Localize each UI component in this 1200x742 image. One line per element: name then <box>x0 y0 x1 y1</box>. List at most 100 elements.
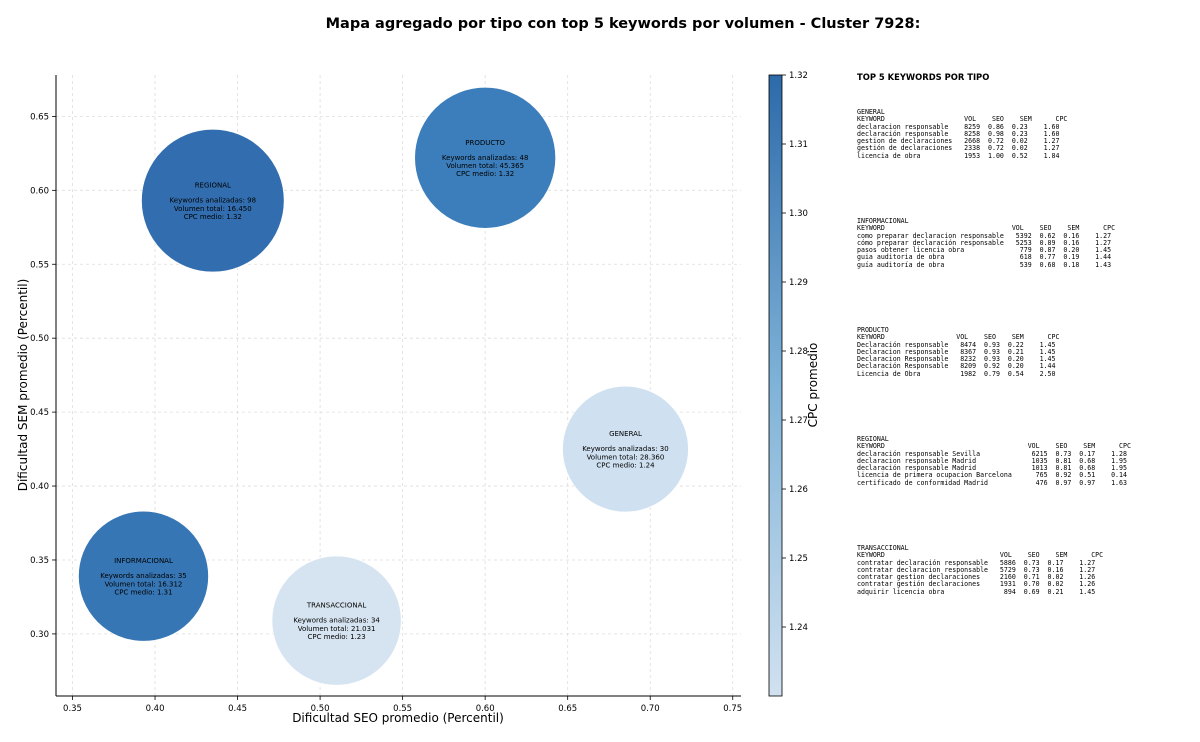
bubble-stat: Keywords analizadas: 98 <box>170 197 257 205</box>
top-keywords-panel: TOP 5 KEYWORDS POR TIPO GENERAL KEYWORD V… <box>857 72 1192 654</box>
bubble-stat: CPC medio: 1.32 <box>456 170 514 178</box>
y-tick-label: 0.40 <box>30 482 49 492</box>
bubble-producto <box>414 86 557 229</box>
bubble-label: TRANSACCIONAL <box>306 602 366 610</box>
keyword-block-informacional: INFORMACIONAL KEYWORD VOL SEO SEM CPC como… <box>857 217 1192 327</box>
keyword-block-regional: REGIONAL KEYWORD VOL SEO SEM CPC declaraci… <box>857 435 1192 545</box>
bubble-stat: Volumen total: 45.365 <box>446 162 524 170</box>
bubble-stat: Volumen total: 16.450 <box>174 205 252 213</box>
y-tick-label: 0.60 <box>30 186 49 196</box>
keyword-row: Declaracion Responsable 8232 0.93 0.20 1… <box>857 355 1056 364</box>
colorbar-tick-label: 1.27 <box>789 416 808 426</box>
x-tick-label: 0.40 <box>146 704 165 714</box>
keyword-row: Licencia de Obra 1982 0.79 0.54 2.50 <box>857 369 1056 378</box>
keyword-row: guía auditoría de obra 539 0.68 0.18 1.4… <box>857 260 1112 269</box>
keyword-block-transaccional: TRANSACCIONAL KEYWORD VOL SEO SEM CPC cont… <box>857 544 1192 654</box>
colorbar-tick-label: 1.25 <box>789 554 808 564</box>
y-ticks: 0.30 0.35 0.40 0.45 0.50 0.55 0.60 0.65 <box>30 112 56 640</box>
keyword-row: cómo preparar declaración responsable 52… <box>857 238 1112 247</box>
colorbar-tick-label: 1.28 <box>789 347 808 357</box>
keyword-row: contratar declaración responsable 5886 0… <box>857 558 1096 567</box>
bubble-label: PRODUCTO <box>465 139 505 147</box>
keyword-block-producto: PRODUCTO KEYWORD VOL SEO SEM CPC Declaraci… <box>857 326 1192 436</box>
keyword-row: contratar gestion declaraciones 2160 0.7… <box>857 573 1096 582</box>
bubble-informacional <box>77 510 209 642</box>
bubble-stat: CPC medio: 1.31 <box>114 589 172 597</box>
bubble-transaccional <box>271 555 402 686</box>
x-tick-label: 0.75 <box>723 704 742 714</box>
keyword-row: declaración responsable Madrid 1013 0.81… <box>857 464 1127 473</box>
bubble-stat: Volumen total: 28.360 <box>587 453 665 461</box>
x-tick-label: 0.35 <box>63 704 82 714</box>
keyword-table-header: KEYWORD VOL SEO SEM CPC <box>857 224 1116 233</box>
keyword-row: declaración responsable 8258 0.98 0.23 1… <box>857 129 1060 138</box>
keyword-row: Declaración responsable 8474 0.93 0.22 1… <box>857 340 1056 349</box>
y-tick-label: 0.30 <box>30 630 49 640</box>
bubble-stat: Volumen total: 16.312 <box>105 580 183 588</box>
keyword-row: contratar gestión declaraciones 1931 0.7… <box>857 580 1096 589</box>
y-tick-label: 0.65 <box>30 112 49 122</box>
bubble-stat: CPC medio: 1.32 <box>184 213 242 221</box>
keyword-row: declaracion responsable 8259 0.86 0.23 1… <box>857 122 1060 131</box>
keyword-table-header: KEYWORD VOL SEO SEM CPC <box>857 115 1068 124</box>
keyword-row: gestion de declaraciones 2668 0.72 0.02 … <box>857 137 1060 146</box>
keyword-row: Declaración Responsable 8209 0.92 0.20 1… <box>857 362 1056 371</box>
keyword-row: licencia de primera ocupacion Barcelona … <box>857 471 1127 480</box>
colorbar-ticks: 1.24 1.25 1.26 1.27 1.28 1.29 1.30 1.31 1.32 <box>782 71 808 633</box>
bubble-label: REGIONAL <box>195 182 231 190</box>
keyword-block-type: GENERAL <box>857 108 885 116</box>
bubble-label: INFORMACIONAL <box>114 557 173 565</box>
keyword-row: licencia de obra 1953 1.00 0.52 1.84 <box>857 151 1060 160</box>
keyword-row: gestión de declaraciones 2338 0.72 0.02 … <box>857 144 1060 153</box>
y-tick-label: 0.45 <box>30 408 49 418</box>
keyword-block-general: GENERAL KEYWORD VOL SEO SEM CPC declaracio… <box>857 108 1192 218</box>
keyword-row: guia auditoria de obra 618 0.77 0.19 1.4… <box>857 253 1112 262</box>
x-tick-label: 0.45 <box>228 704 247 714</box>
y-tick-label: 0.55 <box>30 260 49 270</box>
colorbar-tick-label: 1.32 <box>789 71 808 81</box>
bubble-layer <box>77 86 689 686</box>
colorbar-label: CPC promedio <box>806 343 820 428</box>
colorbar-tick-label: 1.29 <box>789 278 808 288</box>
keyword-row: Declaracion responsable 8367 0.93 0.21 1… <box>857 347 1056 356</box>
x-tick-label: 0.50 <box>311 704 330 714</box>
bubble-stat: CPC medio: 1.23 <box>308 633 366 641</box>
colorbar-tick-label: 1.31 <box>789 140 808 150</box>
y-axis-label: Dificultad SEM promedio (Percentil) <box>16 279 30 492</box>
keyword-table-header: KEYWORD VOL SEO SEM CPC <box>857 333 1060 342</box>
top-keywords-title: TOP 5 KEYWORDS POR TIPO <box>857 72 990 82</box>
keyword-row: como preparar declaracion responsable 53… <box>857 231 1112 240</box>
keyword-table-header: KEYWORD VOL SEO SEM CPC <box>857 442 1131 451</box>
colorbar-tick-label: 1.30 <box>789 209 808 219</box>
keyword-block-type: TRANSACCIONAL <box>857 544 909 552</box>
bubble-stat: Keywords analizadas: 34 <box>293 617 380 625</box>
keyword-row: certificado de conformidad Madrid 476 0.… <box>857 478 1127 487</box>
keyword-block-type: INFORMACIONAL <box>857 217 909 225</box>
axes <box>55 75 741 697</box>
x-tick-label: 0.55 <box>393 704 412 714</box>
y-tick-label: 0.35 <box>30 556 49 566</box>
keyword-block-type: PRODUCTO <box>857 326 889 334</box>
y-tick-label: 0.50 <box>30 334 49 344</box>
chart-title: Mapa agregado por tipo con top 5 keyword… <box>325 16 921 32</box>
colorbar: 1.24 1.25 1.26 1.27 1.28 1.29 1.30 1.31 1.32 CPC… <box>768 71 820 697</box>
bubble-stat: Keywords analizadas: 48 <box>442 154 529 162</box>
x-axis-label: Dificultad SEO promedio (Percentil) <box>292 711 504 725</box>
keyword-row: declaración responsable Sevilla 6215 0.7… <box>857 449 1127 458</box>
keyword-table-header: KEYWORD VOL SEO SEM CPC <box>857 551 1104 560</box>
bubble-stat: CPC medio: 1.24 <box>596 461 655 469</box>
bubble-stat: Volumen total: 21.031 <box>298 625 376 633</box>
keyword-row: declaracion responsable Madrid 1035 0.81… <box>857 456 1127 465</box>
bubble-regional <box>141 128 285 273</box>
x-tick-label: 0.65 <box>558 704 577 714</box>
bubble-stat: Keywords analizadas: 30 <box>582 445 669 453</box>
colorbar-tick-label: 1.24 <box>789 623 808 633</box>
keyword-row: pasos obtener licencia obra 779 0.87 0.2… <box>857 246 1112 255</box>
keyword-row: adquirir licencia obra 894 0.69 0.21 1.4… <box>857 587 1096 596</box>
bubble-general <box>562 385 689 513</box>
keyword-block-type: REGIONAL <box>857 435 889 443</box>
keyword-row: contratar declaracion responsable 5729 0… <box>857 565 1096 574</box>
bubble-label: GENERAL <box>609 430 642 438</box>
